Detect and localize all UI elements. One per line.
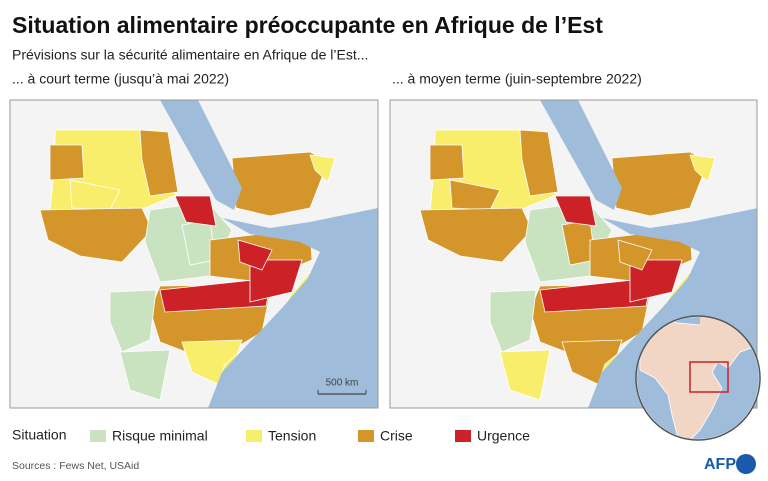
- region: [554, 195, 597, 227]
- region: [629, 259, 683, 303]
- region: [519, 129, 559, 197]
- region: [309, 154, 336, 183]
- legend-swatch: [455, 430, 471, 442]
- region: [174, 195, 217, 227]
- region: [499, 349, 551, 401]
- region: [109, 289, 157, 353]
- region: [489, 289, 537, 353]
- region: [611, 151, 709, 217]
- legend-label: Urgence: [477, 428, 530, 444]
- sea: [208, 208, 378, 408]
- legend-label: Tension: [268, 428, 316, 444]
- legend-label: Risque minimal: [112, 428, 208, 444]
- inset-frame: [689, 361, 729, 393]
- scale-label: 500 km: [326, 378, 359, 389]
- sea: [540, 100, 622, 210]
- legend-label: Crise: [380, 428, 413, 444]
- legend-swatch: [246, 430, 262, 442]
- inset-globe: [635, 315, 761, 441]
- legend-swatch: [90, 430, 106, 442]
- region: [49, 144, 85, 181]
- legend-title: Situation: [12, 427, 66, 443]
- region: [689, 154, 716, 183]
- region: [237, 239, 273, 271]
- region: [159, 277, 273, 313]
- region: [249, 259, 303, 303]
- region: [429, 144, 465, 181]
- globe-border: [635, 315, 761, 441]
- region: [419, 207, 533, 263]
- region: [39, 207, 153, 263]
- source: Sources : Fews Net, USAid: [12, 460, 139, 472]
- panel-title: ... à moyen terme (juin-septembre 2022): [392, 71, 642, 87]
- map-frame: [389, 99, 758, 409]
- subtitle: Prévisions sur la sécurité alimentaire e…: [12, 47, 368, 63]
- legend-swatch: [358, 430, 374, 442]
- sea: [160, 100, 242, 210]
- region: [539, 277, 653, 313]
- logo: AFP: [704, 456, 736, 473]
- title: Situation alimentaire préoccupante en Af…: [12, 12, 603, 38]
- map-frame: [9, 99, 379, 409]
- region: [617, 239, 653, 271]
- map-left: [10, 100, 378, 408]
- region: [139, 129, 179, 197]
- logo-mark: [736, 454, 756, 474]
- region: [231, 151, 329, 217]
- panel-title: ... à court terme (jusqu’à mai 2022): [12, 71, 229, 87]
- legend: Risque minimal Tension Crise Urgence: [90, 428, 530, 444]
- region: [119, 349, 171, 401]
